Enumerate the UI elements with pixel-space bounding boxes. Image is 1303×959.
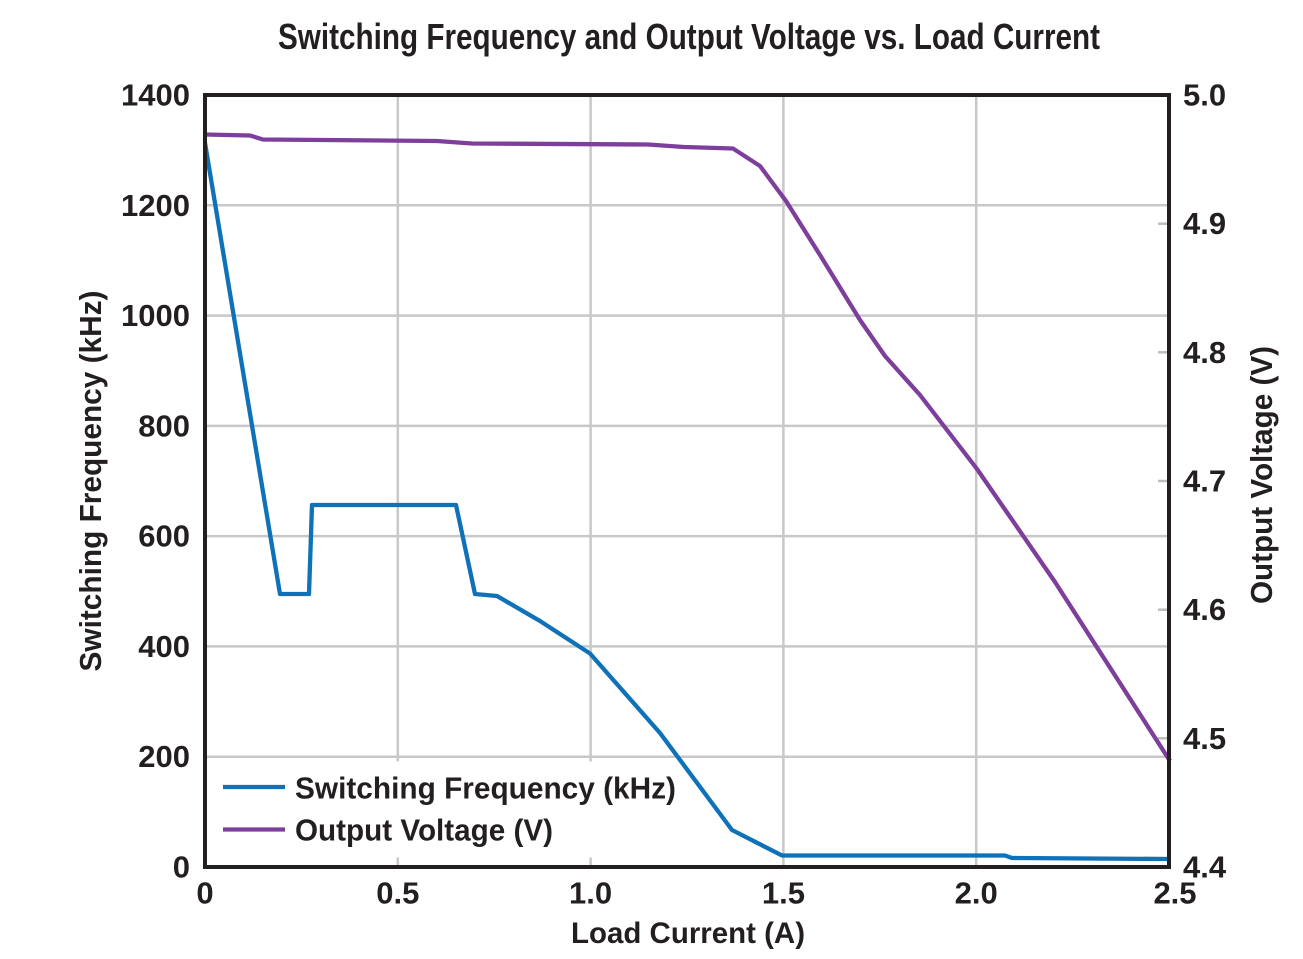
- svg-text:Load Current (A): Load Current (A): [571, 917, 805, 950]
- svg-text:600: 600: [138, 519, 190, 554]
- svg-text:400: 400: [138, 629, 190, 664]
- svg-text:2.5: 2.5: [1153, 875, 1196, 910]
- svg-text:Output Voltage (V): Output Voltage (V): [295, 814, 553, 848]
- svg-text:1000: 1000: [121, 298, 190, 333]
- svg-text:Switching Frequency (kHz): Switching Frequency (kHz): [295, 771, 676, 805]
- svg-text:Switching Frequency and Output: Switching Frequency and Output Voltage v…: [278, 16, 1100, 57]
- svg-text:4.5: 4.5: [1183, 721, 1226, 756]
- svg-text:4.4: 4.4: [1183, 850, 1227, 885]
- svg-text:0: 0: [173, 850, 190, 885]
- svg-text:1.5: 1.5: [762, 875, 805, 910]
- svg-text:1.0: 1.0: [569, 875, 612, 910]
- svg-text:1200: 1200: [121, 188, 190, 223]
- svg-text:0.5: 0.5: [376, 875, 419, 910]
- svg-text:1400: 1400: [121, 78, 190, 113]
- svg-text:4.8: 4.8: [1183, 335, 1226, 370]
- svg-text:Output Voltage (V): Output Voltage (V): [1245, 346, 1279, 604]
- svg-text:4.9: 4.9: [1183, 206, 1226, 241]
- svg-text:2.0: 2.0: [955, 875, 998, 910]
- svg-text:4.7: 4.7: [1183, 464, 1226, 499]
- svg-text:0: 0: [196, 875, 213, 910]
- svg-text:Switching Frequency (kHz): Switching Frequency (kHz): [74, 291, 108, 672]
- svg-text:4.6: 4.6: [1183, 592, 1226, 627]
- svg-text:200: 200: [138, 739, 190, 774]
- svg-text:800: 800: [138, 408, 190, 443]
- svg-text:5.0: 5.0: [1183, 78, 1226, 113]
